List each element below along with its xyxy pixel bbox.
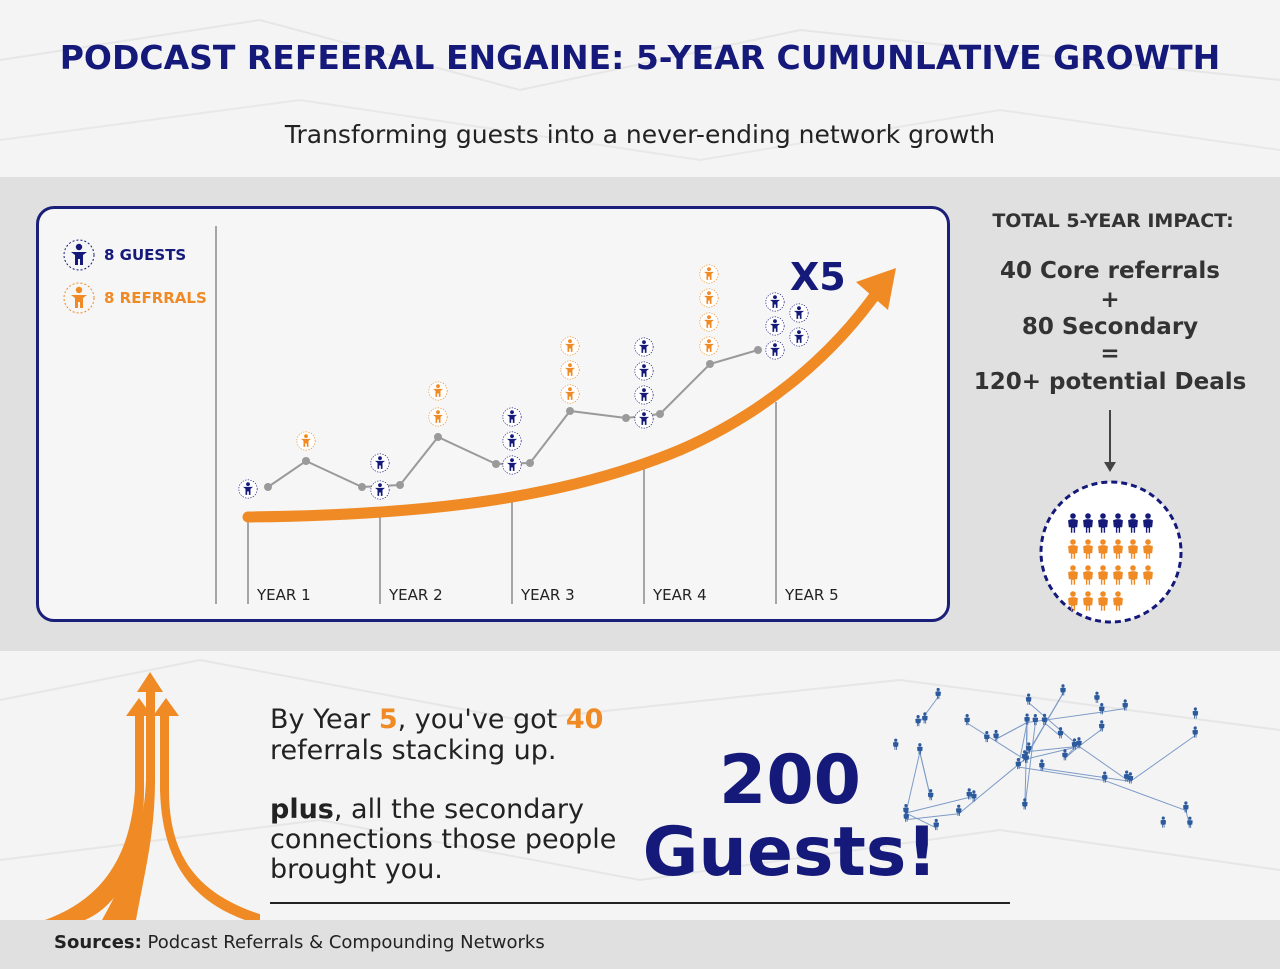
network-person-icon xyxy=(892,738,899,750)
legend-guests: 8 GUESTS xyxy=(62,238,186,272)
zigzag-point xyxy=(264,483,272,491)
big-guests-callout: 200 Guests! xyxy=(640,745,940,889)
zigzag-point xyxy=(656,410,664,418)
network-link xyxy=(1078,728,1103,747)
year-label: YEAR 4 xyxy=(652,586,707,604)
secondary-summary-rest: , all the secondary connections those pe… xyxy=(270,794,617,885)
network-link xyxy=(1101,707,1126,713)
network-link xyxy=(1018,766,1105,782)
network-link xyxy=(919,752,932,799)
network-link xyxy=(1104,780,1187,811)
network-link xyxy=(905,752,921,814)
zigzag-point xyxy=(526,459,534,467)
zigzag-point xyxy=(622,414,630,422)
network-link xyxy=(1044,722,1061,737)
year-summary-mid: , you've got xyxy=(397,704,566,735)
page-title: PODCAST REFEERAL ENGAINE: 5-YEAR CUMUNLA… xyxy=(59,38,1221,77)
network-link xyxy=(1028,693,1064,752)
growth-curve xyxy=(242,282,886,523)
sources-label: Sources: xyxy=(54,932,142,953)
year-value: 5 xyxy=(378,704,398,735)
big-number: 200 xyxy=(719,741,861,820)
zigzag-point xyxy=(754,346,762,354)
year-label: YEAR 2 xyxy=(388,586,443,604)
impact-plus: + xyxy=(1100,287,1120,313)
year-label: YEAR 3 xyxy=(520,586,575,604)
big-word: Guests! xyxy=(642,813,938,892)
zigzag-point xyxy=(302,457,310,465)
impact-deals: 120+ potential Deals xyxy=(973,369,1247,395)
multiplier-label: X5 xyxy=(790,255,846,299)
network-person-icon xyxy=(984,730,990,743)
rising-arrows-icon xyxy=(45,672,260,920)
referral-value: 40 xyxy=(565,704,604,735)
impact-secondary: 80 Secondary xyxy=(1021,314,1199,340)
network-person-icon xyxy=(1022,798,1028,810)
referral-person-icon xyxy=(63,282,95,314)
network-link xyxy=(966,722,1025,760)
network-link xyxy=(905,812,937,829)
sources-bar xyxy=(0,920,1280,969)
network-person-icon xyxy=(922,712,928,724)
plus-word: plus xyxy=(270,794,334,825)
network-link xyxy=(1024,747,1075,760)
people-circle xyxy=(1039,480,1183,624)
legend-referrals: 8 REFRRALS xyxy=(62,281,207,315)
sources-value: Podcast Referrals & Compounding Networks xyxy=(141,932,545,953)
network-person-icon xyxy=(933,818,940,831)
secondary-summary: plus, all the secondary connections thos… xyxy=(270,795,650,885)
network-link xyxy=(1028,745,1080,753)
network-link xyxy=(1078,745,1127,781)
network-link xyxy=(995,722,1028,740)
impact-equals: = xyxy=(1100,341,1120,367)
network-link xyxy=(1024,722,1036,808)
network-person-icon xyxy=(915,715,921,727)
down-arrow-icon xyxy=(1104,410,1116,472)
divider-line xyxy=(270,902,1010,904)
zigzag-point xyxy=(492,460,500,468)
network-link xyxy=(905,796,970,814)
network-link xyxy=(1024,722,1028,808)
legend-referrals-label: 8 REFRRALS xyxy=(104,289,207,307)
network-link xyxy=(917,696,939,725)
zigzag-point xyxy=(434,433,442,441)
sources-text: Sources: Podcast Referrals & Compounding… xyxy=(54,932,545,953)
year-summary: By Year 5, you've got 40 referrals stack… xyxy=(270,704,640,766)
network-person-icon xyxy=(1160,816,1167,828)
year-summary-post: referrals stacking up. xyxy=(270,735,557,766)
impact-core: 40 Core referrals xyxy=(1000,258,1220,284)
impact-title: TOTAL 5-YEAR IMPACT: xyxy=(992,210,1234,232)
network-link xyxy=(958,759,1025,815)
network-link xyxy=(906,813,959,821)
page-subtitle: Transforming guests into a never-ending … xyxy=(284,120,996,149)
network-link xyxy=(1028,702,1080,747)
network-person-icon xyxy=(1094,691,1100,703)
network-link xyxy=(1130,735,1196,782)
network-icon xyxy=(892,684,1199,831)
year-label: YEAR 1 xyxy=(256,586,311,604)
zigzag-point xyxy=(358,483,366,491)
zigzag-point xyxy=(566,407,574,415)
year-summary-pre: By Year xyxy=(270,704,379,735)
zigzag-point xyxy=(396,481,404,489)
guest-person-icon xyxy=(63,239,95,271)
network-person-icon xyxy=(1192,707,1199,719)
network-person-icon xyxy=(1062,749,1068,761)
network-link xyxy=(1041,768,1131,782)
year-label: YEAR 5 xyxy=(784,586,839,604)
chart-panel xyxy=(36,206,950,622)
network-link xyxy=(1026,711,1102,724)
zigzag-point xyxy=(706,360,714,368)
growth-arrow-icon xyxy=(856,268,896,310)
legend-guests-label: 8 GUESTS xyxy=(104,246,187,264)
network-person-icon xyxy=(993,729,999,742)
